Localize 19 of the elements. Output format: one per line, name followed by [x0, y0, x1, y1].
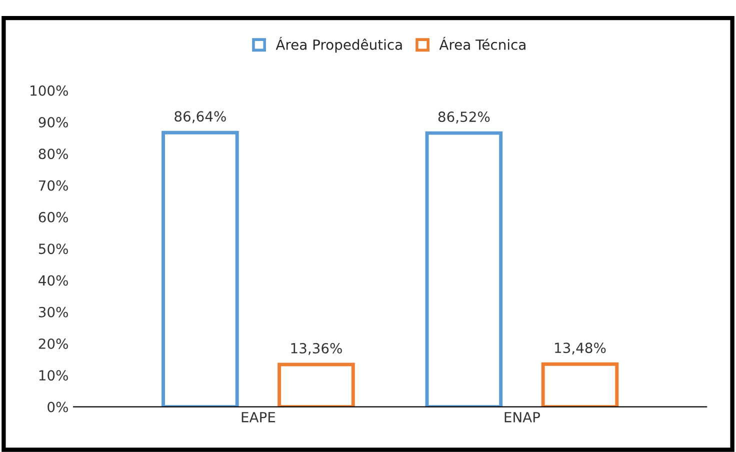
x-tick-label: EAPE	[242, 412, 276, 422]
y-tick-label: 90%	[38, 117, 68, 128]
y-tick-label: 40%	[38, 275, 68, 286]
y-tick-label: 60%	[38, 212, 68, 222]
y-tick-label: 70%	[39, 180, 68, 191]
data-label: 86,64%	[174, 111, 226, 124]
legend-label: Área Propedêutica	[276, 36, 402, 53]
x-tick-label: ENAP	[504, 412, 540, 422]
y-tick-label: 20%	[38, 338, 68, 349]
legend-label: Área Técnica	[439, 36, 526, 50]
y-tick-label: 0%	[48, 402, 68, 412]
y-tick-label: 100%	[30, 85, 68, 96]
data-label: 86,52%	[438, 112, 490, 124]
data-label: 13,48%	[555, 342, 606, 355]
y-tick-label: 80%	[38, 148, 68, 160]
y-tick-label: 10%	[39, 370, 68, 381]
y-tick-label: 30%	[38, 306, 68, 318]
data-label: 13,36%	[291, 343, 342, 355]
y-tick-label: 50%	[38, 244, 68, 254]
